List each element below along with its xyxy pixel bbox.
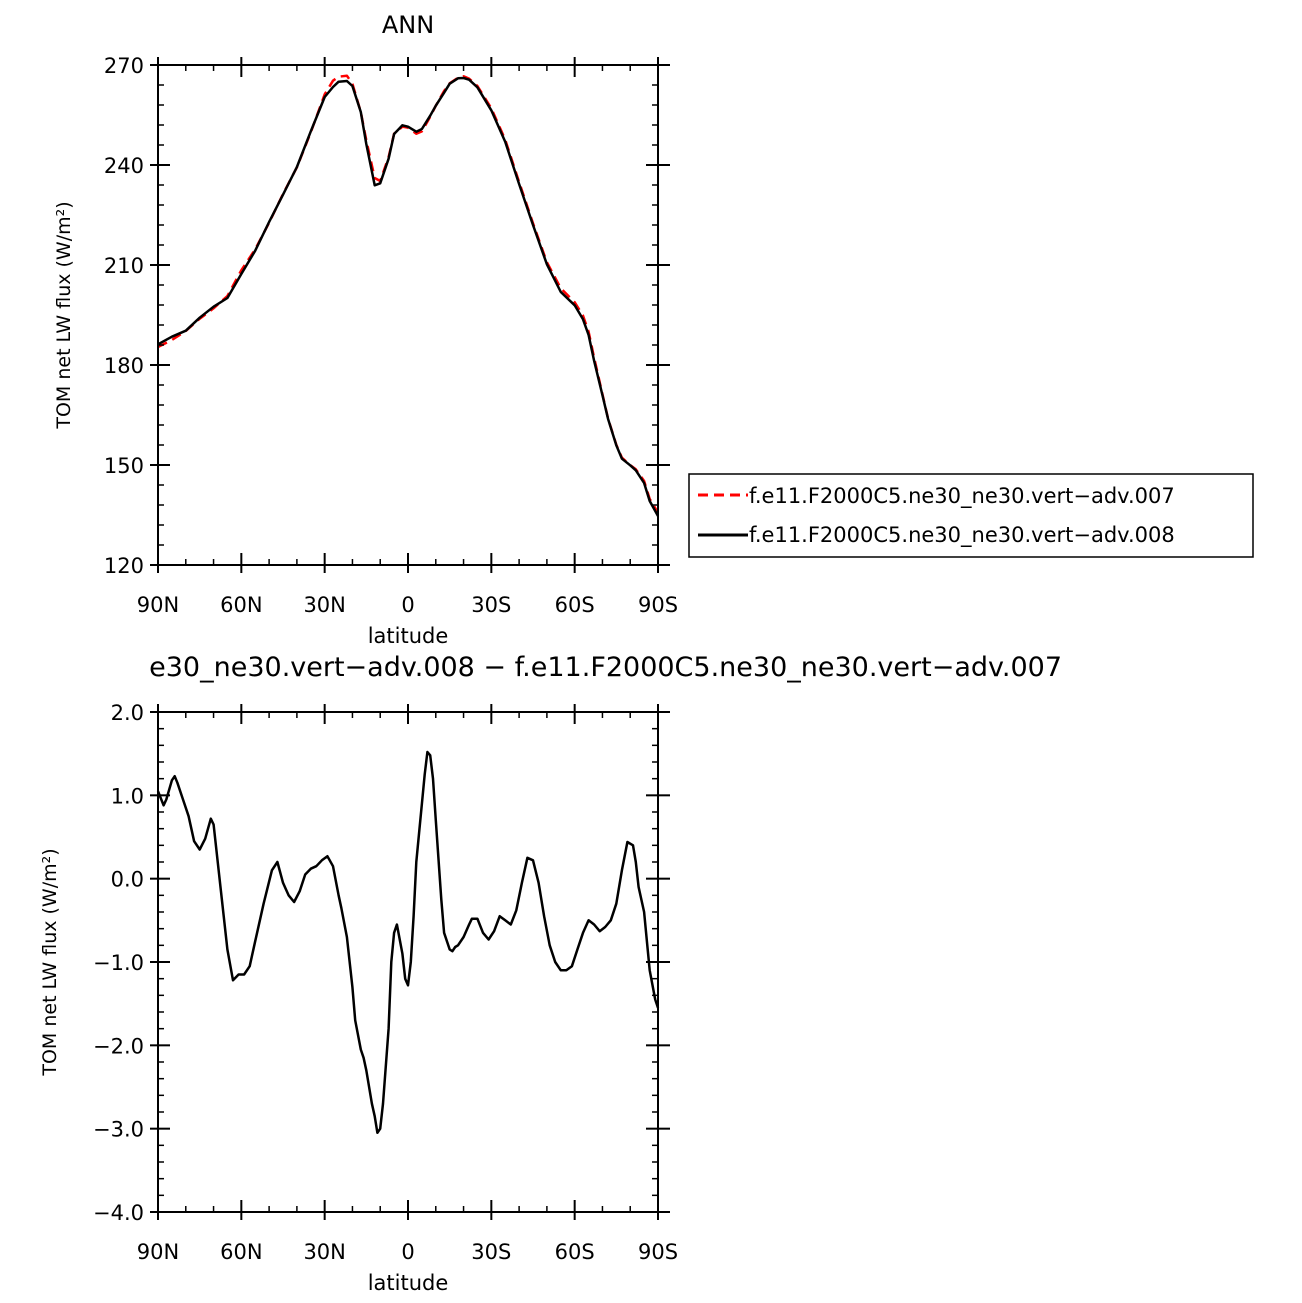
legend-label-008: f.e11.F2000C5.ne30_ne30.vert−adv.008 [749, 523, 1175, 548]
chart1-plot-frame [157, 711, 659, 1213]
bottom-chart-ylabel: TOM net LW flux (W/m²) [39, 848, 61, 1076]
chart0-x-tick-label: 0 [401, 593, 414, 617]
chart1-x-tick-label: 0 [401, 1240, 414, 1264]
chart0-y-tick-label: 270 [104, 54, 144, 78]
chart0-x-tick-label: 60N [220, 593, 262, 617]
chart0-series-line-0 [157, 74, 660, 514]
bottom-chart: e30_ne30.vert−adv.008 − f.e11.F2000C5.ne… [39, 652, 1062, 1295]
chart0-y-tick-label: 180 [104, 354, 144, 378]
chart0-x-tick-label: 90N [137, 593, 179, 617]
chart0-x-tick-label: 30N [303, 593, 345, 617]
chart0-y-tick-label: 210 [104, 254, 144, 278]
chart0-y-tick-label: 240 [104, 154, 144, 178]
chart1-y-tick-label: −2.0 [93, 1034, 144, 1058]
chart1-y-tick-label: −1.0 [93, 951, 144, 975]
chart1-series-line-0 [156, 750, 660, 1135]
top-chart-xlabel: latitude [368, 624, 449, 648]
chart1-x-tick-label: 90N [137, 1240, 179, 1264]
chart1-x-tick-label: 30N [303, 1240, 345, 1264]
chart0-series-line-1 [157, 76, 660, 517]
bottom-chart-title: e30_ne30.vert−adv.008 − f.e11.F2000C5.ne… [149, 652, 1062, 683]
bottom-chart-axes: 90N 60N 30N 0 30S 60S 90S −4.0 −3.0 −2.0 −1.0 0.0 1.… [93, 701, 678, 1264]
chart0-x-tick-label: 60S [555, 593, 595, 617]
bottom-chart-xlabel: latitude [368, 1271, 449, 1295]
chart1-x-tick-label: 60N [220, 1240, 262, 1264]
top-chart-title: ANN [382, 11, 434, 39]
top-chart-axes: 90N 60N 30N 0 30S 60S 90S 120 150 180 210 240 270 [104, 54, 678, 617]
chart1-y-tick-label: 1.0 [111, 784, 144, 808]
chart0-y-tick-label: 150 [104, 454, 144, 478]
chart1-x-tick-label: 90S [638, 1240, 678, 1264]
top-chart: ANN 90N 60N 30N 0 30S 60S 90S 120 150 180 210 240 27… [53, 11, 1254, 648]
chart1-x-tick-label: 30S [471, 1240, 511, 1264]
chart1-x-tick-label: 60S [555, 1240, 595, 1264]
legend: f.e11.F2000C5.ne30_ne30.vert−adv.007 f.e… [688, 473, 1254, 558]
top-chart-series-group [157, 74, 660, 517]
chart1-y-tick-label: 2.0 [111, 701, 144, 725]
chart1-y-tick-label: 0.0 [111, 868, 144, 892]
legend-box [688, 473, 1254, 558]
chart1-y-tick-label: −3.0 [93, 1118, 144, 1142]
bottom-chart-series-group [156, 750, 660, 1135]
chart1-y-tick-label: −4.0 [93, 1201, 144, 1225]
chart0-x-tick-label: 90S [638, 593, 678, 617]
legend-label-007: f.e11.F2000C5.ne30_ne30.vert−adv.007 [749, 484, 1175, 509]
chart0-y-tick-label: 120 [104, 554, 144, 578]
chart0-x-tick-label: 30S [471, 593, 511, 617]
top-chart-ylabel: TOM net LW flux (W/m²) [53, 201, 75, 429]
